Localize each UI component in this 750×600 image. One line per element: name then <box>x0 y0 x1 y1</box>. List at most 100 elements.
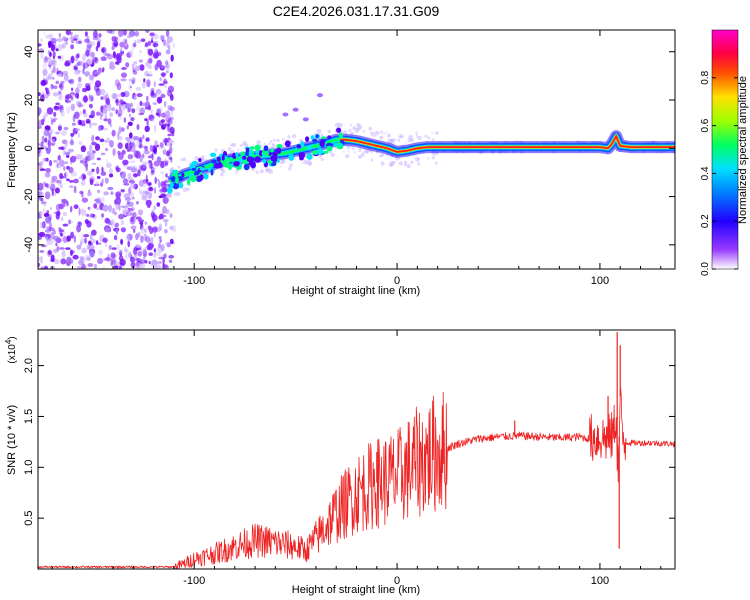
haze-speck <box>232 142 237 147</box>
ridge-blob <box>299 156 304 161</box>
haze-speck <box>239 144 243 148</box>
noise-speck <box>66 235 71 242</box>
noise-speck <box>88 94 94 102</box>
haze-speck <box>237 149 240 152</box>
haze-speck <box>330 152 335 157</box>
noise-speck <box>101 69 105 73</box>
noise-speck <box>96 41 101 48</box>
noise-speck <box>111 36 117 42</box>
haze-speck <box>272 138 276 142</box>
noise-speck <box>158 236 162 240</box>
noise-speck <box>39 38 43 42</box>
noise-speck <box>58 165 62 169</box>
noise-speck <box>42 79 48 86</box>
colorbar <box>711 29 739 270</box>
noise-speck <box>130 165 136 173</box>
noise-speck <box>98 33 102 38</box>
noise-speck <box>38 92 41 96</box>
noise-speck <box>57 154 61 161</box>
noise-speck <box>106 98 111 105</box>
noise-speck <box>52 65 56 74</box>
noise-speck <box>158 223 162 232</box>
noise-speck <box>94 80 102 88</box>
haze-speck <box>389 161 395 167</box>
noise-speck <box>89 176 95 183</box>
noise-speck <box>75 128 81 131</box>
noise-speck <box>50 117 53 120</box>
noise-speck <box>163 140 170 143</box>
noise-speck <box>125 136 131 141</box>
noise-speck <box>145 42 149 47</box>
noise-speck <box>118 41 126 48</box>
outlier-blob <box>292 107 299 112</box>
ridge-blob <box>249 161 256 168</box>
haze-speck <box>244 143 249 148</box>
haze-speck <box>343 130 348 135</box>
haze-speck <box>235 172 238 175</box>
haze-speck <box>385 131 388 134</box>
noise-speck <box>146 95 149 102</box>
ridge-blob <box>172 182 180 190</box>
noise-speck <box>44 112 49 117</box>
noise-speck <box>56 37 63 43</box>
noise-speck <box>58 90 62 95</box>
haze-speck <box>280 161 283 165</box>
noise-speck <box>90 238 96 243</box>
ridge-blob <box>216 162 223 169</box>
noise-speck <box>149 173 153 177</box>
noise-speck <box>170 110 173 118</box>
noise-speck <box>53 111 57 117</box>
noise-speck <box>58 33 62 38</box>
noise-speck <box>109 123 113 128</box>
noise-speck <box>136 105 141 112</box>
noise-speck <box>80 241 83 246</box>
noise-speck <box>103 127 108 131</box>
noise-speck <box>76 69 82 73</box>
noise-speck <box>70 231 75 239</box>
noise-speck <box>109 30 115 35</box>
noise-speck <box>146 79 151 88</box>
ridge-blob <box>315 134 319 139</box>
ridge-blob <box>336 127 342 133</box>
outlier-blob <box>282 112 289 117</box>
noise-speck <box>125 142 129 150</box>
noise-speck <box>52 229 57 235</box>
x-tick-label: 100 <box>591 575 609 587</box>
noise-speck <box>89 152 95 160</box>
noise-speck <box>147 49 154 56</box>
noise-speck <box>58 226 61 232</box>
noise-speck <box>96 157 101 161</box>
noise-speck <box>157 51 162 57</box>
noise-speck <box>117 249 123 253</box>
noise-speck <box>69 92 76 96</box>
haze-speck <box>346 145 351 150</box>
noise-speck <box>69 180 74 183</box>
noise-speck <box>103 191 109 196</box>
noise-speck <box>147 182 152 186</box>
noise-speck <box>141 102 146 107</box>
noise-speck <box>56 179 62 184</box>
noise-speck <box>118 109 123 117</box>
noise-speck <box>139 221 144 225</box>
ridge-blob <box>198 158 202 162</box>
noise-speck <box>130 216 134 223</box>
haze-speck <box>214 148 218 152</box>
haze-speck <box>431 156 435 160</box>
ridge-blob <box>186 179 191 186</box>
ridge-blob <box>210 168 214 176</box>
noise-speck <box>43 265 49 269</box>
noise-speck <box>116 167 121 173</box>
noise-speck <box>90 110 96 118</box>
noise-speck <box>145 236 151 243</box>
spectrogram-heatmap <box>38 30 675 269</box>
haze-speck <box>390 138 394 142</box>
noise-speck <box>146 73 153 77</box>
noise-speck <box>126 211 133 217</box>
noise-speck <box>44 191 51 200</box>
ridge-blob <box>236 166 242 170</box>
noise-speck <box>111 93 117 100</box>
noise-speck <box>64 141 69 147</box>
ridge-blob <box>296 144 302 149</box>
ridge-blob <box>221 154 225 161</box>
noise-speck <box>92 56 98 62</box>
